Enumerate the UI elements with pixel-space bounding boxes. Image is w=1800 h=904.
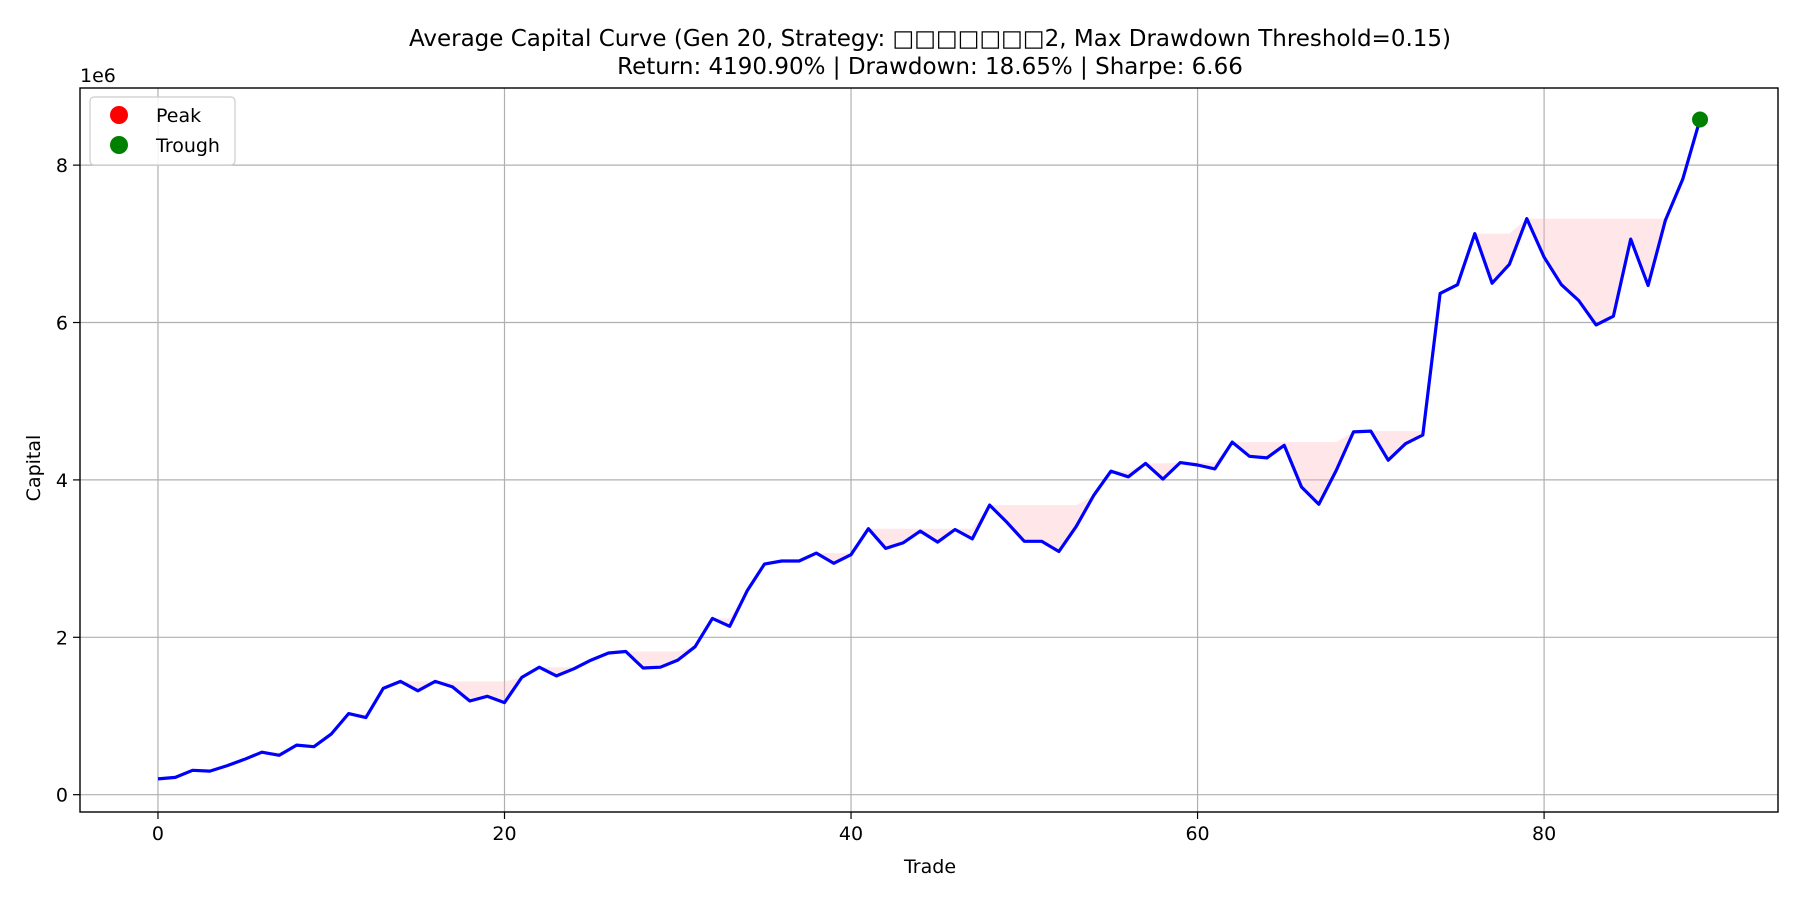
legend-label-peak: Peak xyxy=(156,105,201,127)
x-tick-label: 60 xyxy=(1185,823,1209,845)
drawdown-fill xyxy=(158,119,1700,779)
y-axis-label: Capital xyxy=(23,435,45,502)
x-axis-label: Trade xyxy=(903,856,956,878)
legend-marker-trough xyxy=(110,136,128,154)
x-tick-label: 40 xyxy=(839,823,863,845)
chart-subtitle: Return: 4190.90% | Drawdown: 18.65% | Sh… xyxy=(617,54,1243,80)
plot-area: 0 20 40 60 80 0 2 4 6 8 Peak Trough xyxy=(56,87,1779,845)
y-tick-label: 2 xyxy=(56,627,68,649)
y-tick-label: 6 xyxy=(56,313,68,335)
trough-marker xyxy=(1692,111,1709,128)
x-tick-label: 20 xyxy=(492,823,516,845)
capital-line xyxy=(157,119,1702,781)
x-tick-label: 0 xyxy=(152,823,164,845)
legend: Peak Trough xyxy=(89,96,236,166)
y-tick-label: 8 xyxy=(56,155,68,177)
legend-marker-peak xyxy=(110,106,128,124)
x-tick-label: 80 xyxy=(1532,823,1556,845)
chart-title: Average Capital Curve (Gen 20, Strategy:… xyxy=(409,26,1451,52)
y-tick-label: 0 xyxy=(56,785,68,807)
y-axis-offset-label: 1e6 xyxy=(80,65,116,87)
plot-frame xyxy=(79,87,1779,813)
legend-label-trough: Trough xyxy=(155,135,220,157)
y-tick-label: 4 xyxy=(56,470,68,492)
